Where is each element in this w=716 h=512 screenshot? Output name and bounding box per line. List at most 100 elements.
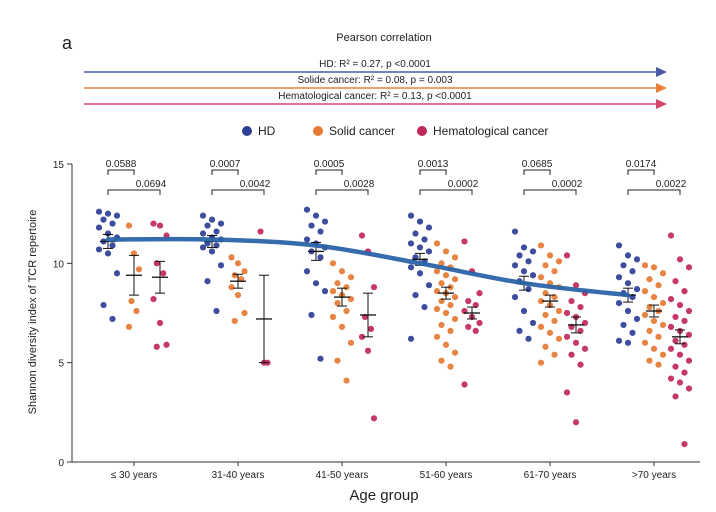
data-point: [568, 297, 575, 305]
data-point: [555, 335, 563, 342]
data-point: [433, 305, 441, 313]
data-point: [572, 282, 580, 289]
data-point: [667, 232, 675, 239]
x-tick-label: >70 years: [632, 470, 676, 481]
data-point: [641, 339, 649, 346]
data-point: [542, 343, 549, 350]
trend-line: [105, 236, 631, 298]
data-point: [537, 242, 545, 249]
data-point: [438, 280, 445, 287]
data-point: [572, 419, 580, 426]
data-point: [416, 218, 424, 225]
p-value-top: 0.0007: [210, 159, 241, 170]
data-point: [525, 258, 532, 265]
data-point: [321, 288, 329, 295]
significance-bracket-top: [211, 169, 239, 175]
data-point: [100, 216, 107, 223]
data-point: [563, 333, 571, 340]
data-point: [672, 337, 679, 344]
data-point: [231, 317, 238, 325]
data-point: [425, 282, 433, 289]
data-point: [572, 339, 580, 346]
data-point: [231, 272, 238, 279]
data-point: [433, 240, 441, 247]
data-point: [163, 341, 170, 348]
data-point: [370, 415, 378, 422]
data-point: [217, 220, 225, 227]
data-point: [685, 357, 693, 364]
data-point: [334, 299, 341, 307]
p-value-bottom: 0.0028: [344, 179, 375, 190]
data-point: [199, 230, 207, 237]
data-point: [343, 377, 350, 384]
x-tick-label: 41-50 years: [316, 470, 369, 481]
p-value-bottom: 0.0022: [656, 179, 687, 190]
data-point: [433, 268, 441, 275]
data-point: [303, 236, 311, 243]
data-point: [615, 242, 623, 249]
significance-bracket-top: [107, 169, 135, 175]
data-point: [125, 222, 133, 229]
data-point: [646, 357, 653, 364]
data-point: [537, 359, 545, 366]
data-point: [655, 333, 662, 340]
x-tick-label: ≤ 30 years: [111, 470, 158, 481]
data-point: [425, 248, 433, 255]
p-value-top: 0.0013: [418, 159, 449, 170]
data-point: [451, 294, 459, 301]
data-point: [633, 286, 641, 293]
data-point: [303, 268, 311, 275]
correlation-arrowhead-hd: [656, 67, 667, 77]
p-value-bottom: 0.0002: [448, 179, 479, 190]
data-point: [95, 208, 103, 215]
data-point: [133, 307, 140, 315]
x-tick-label: 51-60 years: [420, 470, 473, 481]
y-tick-label: 0: [58, 458, 64, 469]
data-point: [633, 315, 641, 323]
data-point: [615, 337, 623, 344]
legend-label-hematological: Hematological cancer: [433, 124, 548, 138]
x-tick-label: 31-40 years: [212, 470, 265, 481]
data-point: [546, 252, 554, 259]
data-point: [542, 311, 549, 319]
data-point: [655, 282, 662, 289]
data-point: [659, 321, 667, 329]
data-point: [659, 351, 667, 358]
data-point: [217, 262, 225, 269]
data-point: [542, 262, 549, 269]
data-point: [520, 307, 528, 315]
data-point: [525, 335, 532, 342]
correlation-label-hd: HD: R² = 0.27, p <0.0001: [319, 59, 431, 70]
data-point: [624, 307, 632, 315]
data-point: [629, 329, 636, 336]
data-point: [520, 268, 528, 275]
data-point: [551, 317, 558, 325]
data-point: [334, 280, 341, 287]
data-point: [208, 248, 216, 255]
data-point: [620, 321, 627, 329]
data-point: [412, 292, 419, 299]
data-point: [577, 303, 584, 311]
data-point: [629, 268, 636, 275]
data-point: [442, 309, 450, 317]
data-point: [563, 309, 571, 317]
data-point: [646, 276, 653, 283]
data-point: [516, 327, 523, 334]
data-point: [624, 280, 632, 287]
data-point: [676, 256, 684, 263]
data-point: [511, 294, 519, 301]
data-point: [624, 252, 632, 259]
significance-bracket-top: [315, 169, 343, 175]
p-value-top: 0.0588: [106, 159, 137, 170]
data-point: [447, 301, 454, 309]
data-point: [113, 270, 121, 277]
data-point: [461, 238, 468, 245]
data-point: [321, 218, 329, 225]
data-point: [563, 252, 571, 259]
data-point: [685, 385, 693, 392]
data-point: [461, 381, 468, 388]
legend-marker-solid: [313, 126, 323, 136]
data-point: [465, 323, 472, 331]
data-point: [685, 264, 693, 271]
p-value-bottom: 0.0042: [240, 179, 271, 190]
